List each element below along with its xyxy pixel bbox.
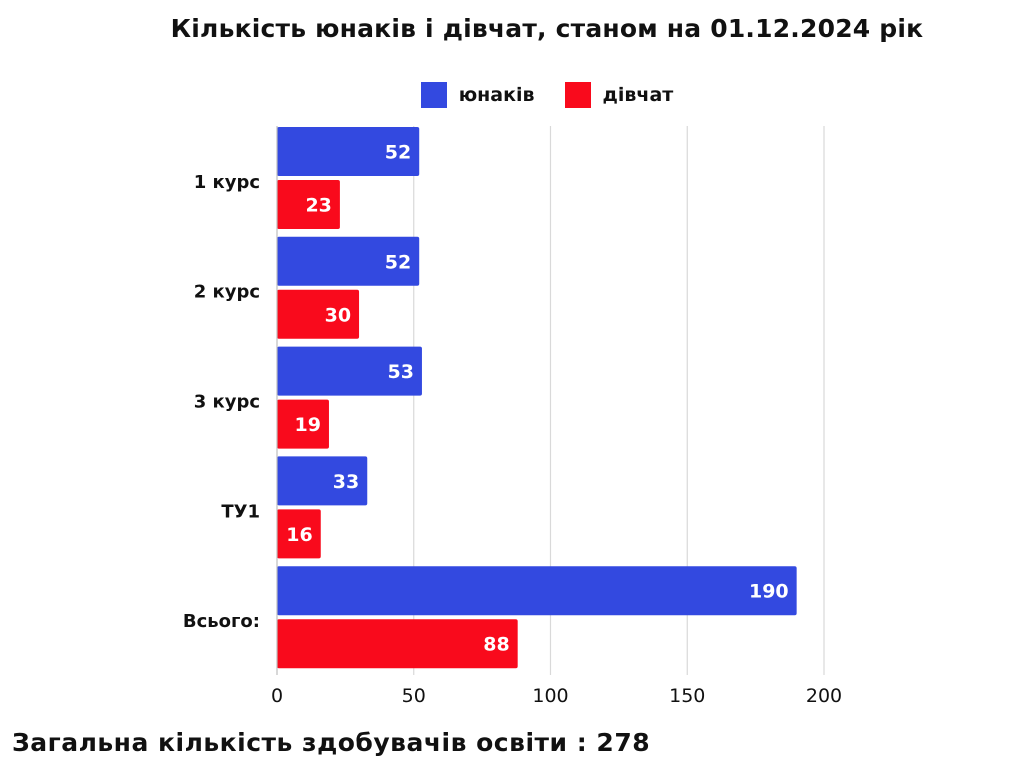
category-label-4: Всього: [183, 611, 260, 632]
value-label-girls-4: 88 [483, 634, 509, 656]
value-label-boys-0: 52 [385, 142, 411, 164]
value-label-girls-3: 16 [286, 524, 312, 546]
x-tick-label-50: 50 [402, 685, 426, 707]
legend-label-girls: дівчат [602, 84, 674, 106]
x-tick-label-100: 100 [532, 685, 568, 707]
value-label-boys-2: 53 [388, 361, 414, 383]
legend-label-boys: юнаків [458, 84, 535, 106]
value-label-girls-2: 19 [295, 414, 321, 436]
category-label-3: ТУ1 [221, 501, 260, 522]
bar-girls-2 [277, 399, 329, 449]
category-label-2: 3 курс [194, 392, 260, 413]
x-tick-label-0: 0 [271, 685, 283, 707]
legend: юнаків дівчат [0, 82, 1024, 108]
bar-boys-3 [277, 456, 368, 506]
x-tick-label-150: 150 [669, 685, 705, 707]
bar-girls-0 [277, 180, 340, 229]
bar-boys-0 [277, 127, 420, 176]
value-label-girls-0: 23 [305, 195, 331, 217]
category-label-1: 2 курс [194, 282, 260, 303]
x-tick-label-200: 200 [806, 685, 842, 707]
legend-swatch-boys [420, 82, 447, 108]
total-students-summary: Загальна кількість здобувачів освіти : 2… [12, 728, 651, 757]
value-label-boys-1: 52 [385, 251, 411, 273]
bar-boys-4 [277, 566, 797, 616]
bar-boys-1 [277, 236, 420, 286]
legend-item-girls: дівчат [564, 82, 674, 108]
bar-girls-4 [277, 619, 518, 669]
bar-boys-2 [277, 346, 422, 396]
legend-swatch-girls [564, 82, 591, 108]
legend-item-boys: юнаків [420, 82, 535, 108]
value-label-girls-1: 30 [325, 304, 351, 326]
value-label-boys-4: 190 [749, 581, 789, 603]
bar-girls-1 [277, 289, 360, 339]
chart-title: Кількість юнаків і дівчат, станом на 01.… [170, 14, 924, 43]
value-label-boys-3: 33 [333, 471, 359, 493]
category-label-0: 1 курс [194, 172, 260, 193]
bar-girls-3 [277, 509, 321, 559]
